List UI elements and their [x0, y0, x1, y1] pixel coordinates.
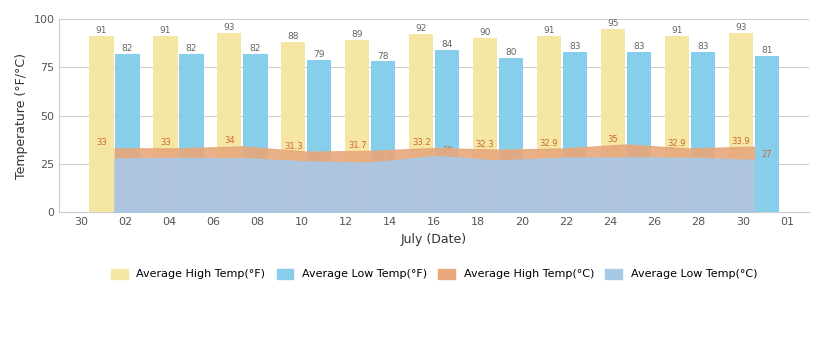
Bar [601, 29, 625, 212]
Bar [537, 36, 561, 212]
Bar [115, 54, 139, 212]
Text: 27.9: 27.9 [247, 148, 265, 157]
Bar [179, 54, 203, 212]
Text: 32.9: 32.9 [667, 139, 686, 148]
Text: 78: 78 [378, 51, 389, 60]
Bar [281, 42, 305, 212]
Text: 79: 79 [314, 50, 325, 59]
Bar [563, 52, 587, 212]
Bar [729, 33, 753, 212]
Bar [627, 52, 651, 212]
Text: 35: 35 [608, 135, 618, 144]
Bar [754, 56, 779, 212]
Text: 93: 93 [735, 22, 746, 31]
Bar [371, 62, 395, 212]
Text: 91: 91 [544, 26, 554, 35]
Text: 27.7: 27.7 [118, 149, 137, 157]
Bar [90, 36, 114, 212]
Text: 89: 89 [351, 30, 363, 39]
Bar [154, 36, 178, 212]
X-axis label: July (Date): July (Date) [401, 232, 467, 245]
Text: 32.9: 32.9 [540, 139, 559, 148]
Text: 83: 83 [569, 42, 581, 51]
Text: 90: 90 [480, 28, 491, 37]
Text: 93: 93 [223, 22, 235, 31]
Text: 33.9: 33.9 [731, 137, 750, 146]
Text: 95: 95 [608, 19, 618, 28]
Text: 26.2: 26.2 [310, 152, 329, 160]
Text: 83: 83 [697, 42, 709, 51]
Text: 28.1: 28.1 [566, 148, 584, 157]
Text: 33: 33 [160, 138, 171, 147]
Bar [217, 33, 242, 212]
Text: 82: 82 [122, 44, 134, 53]
Bar [473, 38, 497, 212]
Text: 27: 27 [761, 150, 772, 159]
Text: 91: 91 [159, 26, 171, 35]
Text: 32.3: 32.3 [476, 140, 495, 149]
Text: 31.7: 31.7 [348, 141, 367, 150]
Text: 29: 29 [442, 146, 452, 155]
Text: 28.1: 28.1 [694, 148, 712, 157]
Text: 31.3: 31.3 [284, 142, 303, 151]
Text: 81: 81 [761, 46, 773, 55]
Text: 91: 91 [95, 26, 107, 35]
Y-axis label: Temperature (°F/°C): Temperature (°F/°C) [15, 52, 28, 178]
Text: 33.2: 33.2 [412, 138, 431, 147]
Bar [435, 50, 459, 212]
Text: 25.6: 25.6 [374, 153, 393, 162]
Bar [409, 34, 433, 212]
Bar [691, 52, 715, 212]
Text: 33: 33 [96, 138, 107, 147]
Bar [243, 54, 267, 212]
Bar [345, 40, 369, 212]
Text: 92: 92 [416, 25, 427, 33]
Bar [499, 58, 523, 212]
Text: 91: 91 [671, 26, 682, 35]
Text: 34: 34 [224, 136, 235, 146]
Text: 84: 84 [442, 40, 453, 49]
Text: 28.3: 28.3 [630, 147, 648, 156]
Legend: Average High Temp(°F), Average Low Temp(°F), Average High Temp(°C), Average Low : Average High Temp(°F), Average Low Temp(… [106, 264, 762, 284]
Text: 88: 88 [287, 32, 299, 41]
Text: 80: 80 [505, 48, 517, 57]
Bar [665, 36, 689, 212]
Text: 83: 83 [633, 42, 645, 51]
Text: 26.7: 26.7 [502, 151, 520, 160]
Text: 82: 82 [186, 44, 198, 53]
Bar [307, 60, 331, 212]
Text: 82: 82 [250, 44, 261, 53]
Text: 28: 28 [186, 148, 197, 157]
